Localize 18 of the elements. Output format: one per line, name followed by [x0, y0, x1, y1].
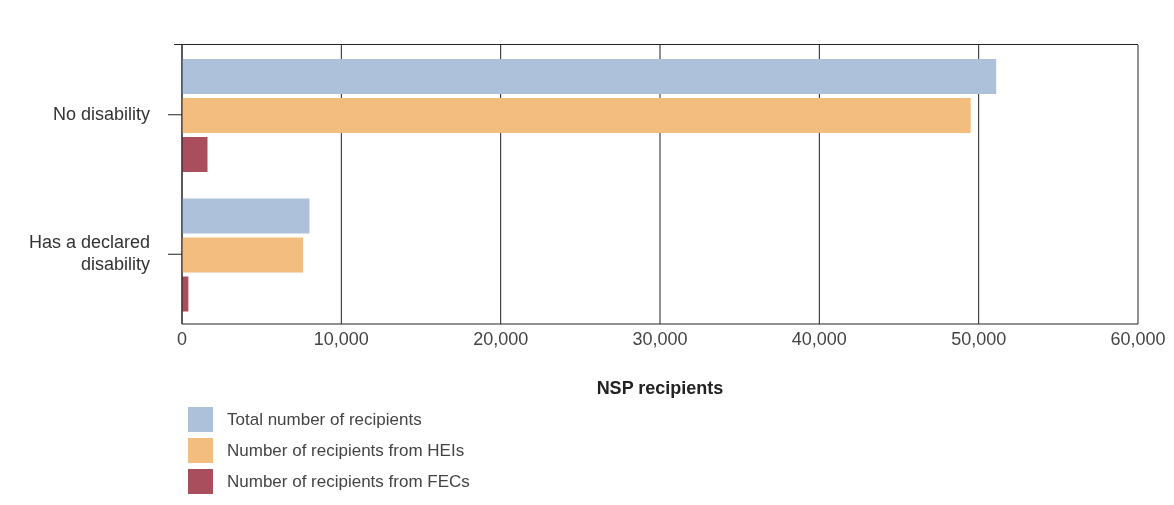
- bar: [182, 58, 997, 94]
- x-tick-label: 50,000: [951, 328, 1007, 349]
- bar: [182, 136, 208, 172]
- y-tick-label: No disability: [52, 103, 150, 124]
- bar: [182, 237, 304, 273]
- x-tick-label: 0: [176, 328, 188, 349]
- x-tick-label: 30,000: [632, 328, 688, 349]
- x-axis-title: NSP recipients: [596, 378, 724, 398]
- legend-label: Total number of recipients: [227, 409, 422, 430]
- bar: [182, 198, 310, 234]
- legend-label: Number of recipients from HEIs: [227, 440, 465, 461]
- legend-label: Number of recipients from FECs: [227, 471, 470, 492]
- x-tick-label: 40,000: [791, 328, 847, 349]
- y-tick-label: Has a declared disability: [28, 232, 150, 274]
- x-tick-label: 20,000: [473, 328, 529, 349]
- x-tick-label: 10,000: [313, 328, 369, 349]
- x-tick-label: 60,000: [1110, 328, 1166, 349]
- bar: [182, 97, 971, 133]
